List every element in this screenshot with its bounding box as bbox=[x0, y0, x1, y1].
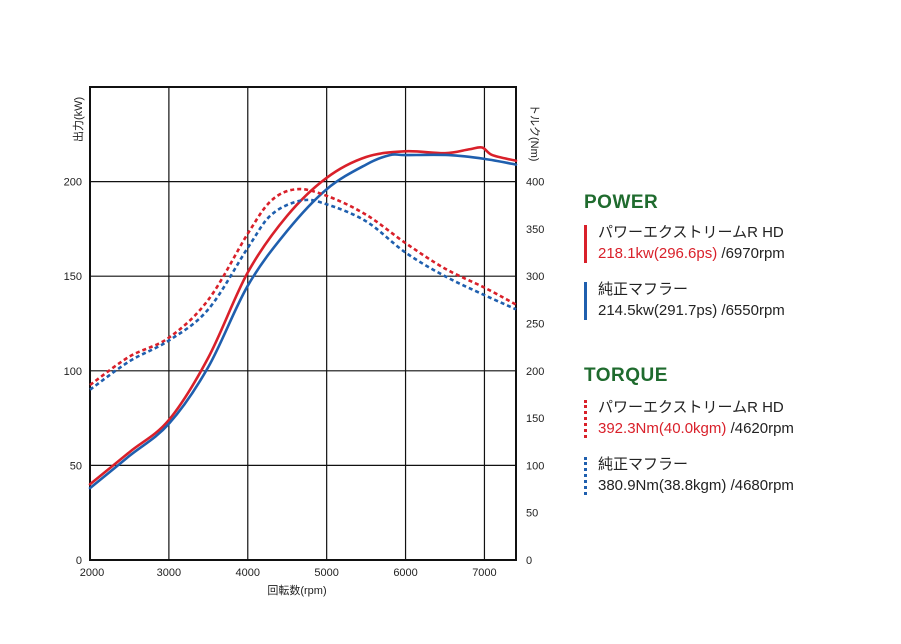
legend-entry-rpm: /6550rpm bbox=[721, 302, 785, 319]
x-tick-label: 5000 bbox=[314, 567, 338, 579]
legend-entry-torque-stock: 純正マフラー 380.9Nm(38.8kgm) /4680rpm bbox=[584, 454, 794, 496]
legend-entry-name: パワーエクストリームR HD bbox=[598, 224, 784, 241]
series-line-torque-hd bbox=[89, 187, 517, 387]
y-left-tick-label: 100 bbox=[64, 366, 82, 378]
legend-entry-name: パワーエクストリームR HD bbox=[598, 399, 784, 416]
chart-curves bbox=[88, 145, 518, 490]
y-right-tick-label: 300 bbox=[526, 271, 544, 283]
torque-heading: TORQUE bbox=[584, 365, 668, 386]
y-axis-right-label: トルク(Nm) bbox=[528, 104, 541, 161]
series-line-torque-stock bbox=[89, 198, 517, 391]
legend-entry-peak: 214.5kw(291.7ps) bbox=[598, 302, 718, 319]
legend-entry-name: 純正マフラー bbox=[598, 281, 689, 298]
legend-entry-name: 純正マフラー bbox=[598, 456, 689, 473]
chart-ticks: 2000 3000 4000 5000 6000 70000501001502000501… bbox=[64, 177, 545, 579]
series-line-power-stock bbox=[88, 153, 518, 490]
series-line-power-hd bbox=[88, 145, 518, 486]
plot-frame bbox=[89, 86, 517, 561]
y-right-tick-label: 100 bbox=[526, 460, 544, 472]
power-heading: POWER bbox=[584, 192, 659, 213]
y-right-tick-label: 50 bbox=[526, 508, 538, 520]
y-right-tick-label: 200 bbox=[526, 366, 544, 378]
legend-swatch bbox=[584, 400, 587, 438]
legend-swatch bbox=[584, 282, 587, 320]
legend-entry-rpm: /4680rpm bbox=[730, 477, 794, 494]
y-right-tick-label: 150 bbox=[526, 413, 544, 425]
y-left-tick-label: 200 bbox=[64, 177, 82, 189]
legend-entry-power-hd: パワーエクストリームR HD 218.1kw(296.6ps) /6970rpm bbox=[584, 222, 785, 264]
legend-entry-rpm: /4620rpm bbox=[730, 420, 794, 437]
y-left-tick-label: 0 bbox=[76, 555, 82, 567]
legend-entry-power-stock: 純正マフラー 214.5kw(291.7ps) /6550rpm bbox=[584, 279, 785, 321]
y-right-tick-label: 0 bbox=[526, 555, 532, 567]
legend-swatch bbox=[584, 225, 587, 263]
x-tick-label: 7000 bbox=[472, 567, 496, 579]
legend-entry-torque-hd: パワーエクストリームR HD 392.3Nm(40.0kgm) /4620rpm bbox=[584, 397, 794, 439]
y-right-tick-label: 400 bbox=[526, 177, 544, 189]
y-right-tick-label: 350 bbox=[526, 224, 544, 236]
y-axis-left-label: 出力(kW) bbox=[71, 97, 85, 142]
y-right-tick-label: 250 bbox=[526, 319, 544, 331]
legend-entry-rpm: /6970rpm bbox=[721, 245, 785, 262]
x-tick-label: 4000 bbox=[236, 567, 260, 579]
x-tick-label: 3000 bbox=[157, 567, 181, 579]
legend-swatch bbox=[584, 457, 587, 495]
x-axis-label: 回転数(rpm) bbox=[267, 584, 326, 597]
y-left-tick-label: 50 bbox=[70, 460, 82, 472]
y-left-tick-label: 150 bbox=[64, 271, 82, 283]
legend-entry-peak: 392.3Nm(40.0kgm) bbox=[598, 420, 727, 437]
legend-entry-peak: 380.9Nm(38.8kgm) bbox=[598, 477, 727, 494]
x-tick-label: 2000 bbox=[80, 567, 104, 579]
x-tick-label: 6000 bbox=[393, 567, 417, 579]
legend-entry-peak: 218.1kw(296.6ps) bbox=[598, 245, 718, 262]
chart-grid bbox=[89, 86, 517, 561]
